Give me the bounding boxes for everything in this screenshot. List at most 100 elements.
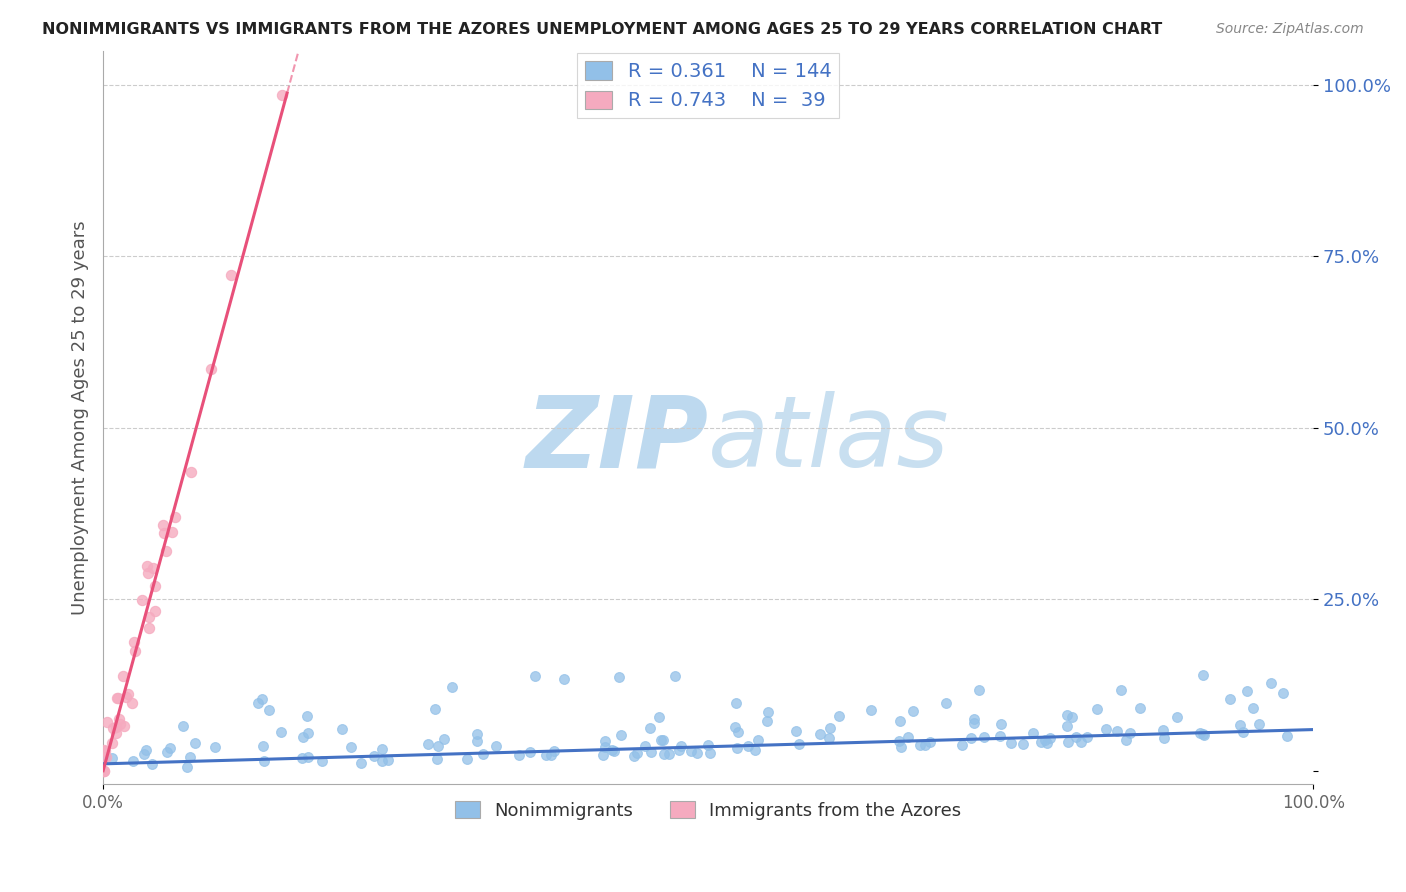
Point	[100, 736, 122, 750]
Point	[416, 737, 439, 751]
Point	[962, 716, 984, 731]
Point	[330, 723, 353, 737]
Point	[472, 747, 495, 762]
Point	[1036, 736, 1059, 750]
Point	[727, 725, 749, 739]
Point	[350, 756, 373, 771]
Point	[115, 690, 138, 705]
Point	[1000, 736, 1022, 750]
Point	[257, 703, 280, 717]
Point	[1249, 717, 1271, 731]
Point	[1012, 737, 1035, 751]
Point	[1241, 700, 1264, 714]
Point	[1129, 701, 1152, 715]
Point	[291, 751, 314, 765]
Point	[180, 466, 202, 480]
Point	[153, 526, 176, 541]
Point	[141, 757, 163, 772]
Point	[204, 739, 226, 754]
Point	[988, 729, 1011, 743]
Point	[787, 737, 810, 751]
Point	[543, 744, 565, 758]
Point	[253, 755, 276, 769]
Point	[744, 743, 766, 757]
Point	[897, 730, 920, 744]
Point	[1232, 725, 1254, 739]
Point	[600, 743, 623, 757]
Point	[93, 764, 115, 778]
Point	[785, 723, 807, 738]
Point	[1070, 735, 1092, 749]
Point	[818, 731, 841, 746]
Point	[377, 753, 399, 767]
Point	[456, 752, 478, 766]
Point	[371, 741, 394, 756]
Point	[1085, 701, 1108, 715]
Point	[1056, 735, 1078, 749]
Point	[914, 738, 936, 752]
Point	[138, 622, 160, 636]
Point	[176, 760, 198, 774]
Point	[108, 716, 131, 731]
Text: ZIP: ZIP	[526, 391, 709, 488]
Point	[668, 743, 690, 757]
Legend: Nonimmigrants, Immigrants from the Azores: Nonimmigrants, Immigrants from the Azore…	[447, 794, 969, 827]
Point	[647, 710, 669, 724]
Point	[1056, 708, 1078, 723]
Point	[990, 716, 1012, 731]
Point	[1022, 726, 1045, 740]
Point	[200, 362, 222, 376]
Point	[725, 740, 748, 755]
Point	[640, 745, 662, 759]
Y-axis label: Unemployment Among Ages 25 to 29 years: Unemployment Among Ages 25 to 29 years	[72, 220, 89, 615]
Point	[94, 749, 117, 764]
Point	[1272, 686, 1295, 700]
Point	[295, 709, 318, 723]
Point	[93, 744, 115, 758]
Point	[950, 739, 973, 753]
Point	[221, 268, 243, 282]
Point	[1076, 730, 1098, 744]
Point	[1192, 727, 1215, 741]
Point	[1033, 732, 1056, 747]
Point	[250, 691, 273, 706]
Point	[105, 726, 128, 740]
Point	[465, 734, 488, 748]
Point	[465, 727, 488, 741]
Point	[1094, 722, 1116, 736]
Point	[827, 709, 849, 723]
Point	[724, 697, 747, 711]
Point	[737, 739, 759, 754]
Point	[1039, 731, 1062, 745]
Point	[609, 728, 631, 742]
Point	[165, 509, 187, 524]
Point	[93, 743, 115, 757]
Point	[271, 88, 294, 103]
Point	[1260, 676, 1282, 690]
Point	[105, 720, 128, 734]
Point	[652, 732, 675, 747]
Point	[94, 750, 117, 764]
Point	[699, 746, 721, 760]
Point	[179, 750, 201, 764]
Point	[433, 731, 456, 746]
Point	[607, 670, 630, 684]
Point	[142, 561, 165, 575]
Point	[159, 740, 181, 755]
Point	[1166, 710, 1188, 724]
Point	[1111, 682, 1133, 697]
Point	[1275, 729, 1298, 743]
Point	[93, 764, 115, 778]
Point	[138, 609, 160, 624]
Point	[100, 751, 122, 765]
Point	[918, 735, 941, 749]
Point	[697, 738, 720, 752]
Text: NONIMMIGRANTS VS IMMIGRANTS FROM THE AZORES UNEMPLOYMENT AMONG AGES 25 TO 29 YEA: NONIMMIGRANTS VS IMMIGRANTS FROM THE AZO…	[42, 22, 1163, 37]
Point	[122, 754, 145, 768]
Point	[105, 690, 128, 705]
Point	[156, 745, 179, 759]
Point	[519, 745, 541, 759]
Point	[626, 746, 648, 760]
Point	[967, 682, 990, 697]
Point	[1192, 667, 1215, 681]
